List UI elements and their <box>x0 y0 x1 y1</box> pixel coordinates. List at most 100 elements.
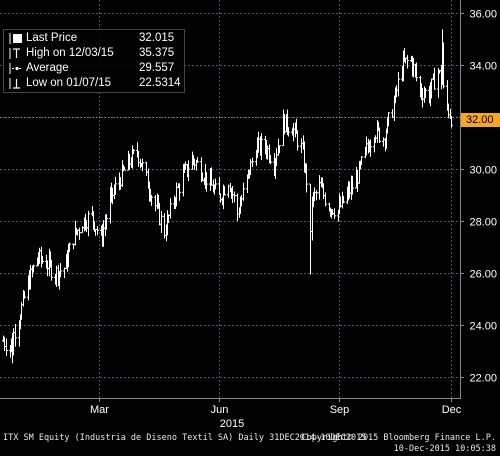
price-bar <box>196 157 199 163</box>
price-bar <box>123 166 126 171</box>
price-bar <box>369 139 372 157</box>
price-bar <box>87 210 90 237</box>
price-bar <box>242 182 245 201</box>
price-bar <box>154 195 157 212</box>
x-tick-label: Sep <box>330 404 350 416</box>
price-bar <box>94 229 97 236</box>
legend-value: 35.375 <box>139 47 175 59</box>
price-bar <box>236 193 239 222</box>
price-bar <box>269 155 272 165</box>
price-bar <box>78 227 81 240</box>
price-bar <box>81 226 84 234</box>
axes <box>0 0 461 399</box>
price-bar <box>163 213 166 239</box>
footer-security-description: ITX SM Equity (Industria de Diseno Texti… <box>3 433 367 443</box>
price-bars <box>2 29 453 364</box>
footer-timestamp: 10-Dec-2015 10:05:38 <box>393 444 496 454</box>
y-tick-labels: 22.00 24.00 26.00 28.00 30.00 34.00 36.00 <box>460 9 497 385</box>
price-bar <box>41 255 44 264</box>
price-bar <box>360 156 363 166</box>
price-bar <box>397 71 400 97</box>
price-bar <box>442 42 445 89</box>
legend-item-high: High on 12/03/15 35.375 <box>4 46 186 61</box>
price-bar <box>223 186 226 196</box>
x-tick-label: Jun <box>211 404 229 416</box>
price-bar <box>121 160 124 187</box>
legend-label: High on 12/03/15 <box>26 47 114 59</box>
price-bar <box>382 137 385 147</box>
price-bar <box>141 158 144 172</box>
price-bar <box>278 145 281 154</box>
price-bar <box>59 263 62 278</box>
price-bar <box>14 324 17 347</box>
price-bar <box>333 208 336 219</box>
y-tick-label: 22.00 <box>469 373 497 385</box>
price-bar <box>315 189 318 201</box>
price-bar <box>300 138 303 154</box>
price-bar <box>132 148 135 155</box>
square-icon <box>9 33 22 44</box>
legend-value: 22.5314 <box>139 77 181 89</box>
price-bar <box>387 112 390 127</box>
price-bar <box>309 183 312 275</box>
last-price-flag: 32.00 <box>461 113 500 127</box>
price-bar <box>351 175 354 195</box>
price-bar <box>251 157 254 168</box>
price-bar <box>50 259 53 281</box>
y-tick-label: 26.00 <box>469 269 497 281</box>
y-tick-label: 30.00 <box>469 165 497 177</box>
legend-item-last-price: Last Price 32.015 <box>4 31 186 46</box>
price-bar <box>218 177 221 195</box>
legend-item-average: Average 29.557 <box>4 61 186 76</box>
price-bar <box>324 192 327 207</box>
footer-copyright: Copyright© 2015 Bloomberg Finance L.P. <box>301 433 496 443</box>
x-tick-label: Mar <box>90 404 109 416</box>
price-bar <box>233 191 236 203</box>
legend-label: Low on 01/07/15 <box>26 77 112 89</box>
price-bar <box>433 67 436 90</box>
price-bar <box>178 183 181 201</box>
price-bar <box>305 163 308 193</box>
price-bar <box>114 176 117 195</box>
price-bar <box>160 210 163 233</box>
price-bar <box>205 172 208 192</box>
price-bar <box>260 133 263 160</box>
price-bar <box>342 195 345 204</box>
y-tick-label: 28.00 <box>469 217 497 229</box>
x-tick-label: Dec <box>442 404 462 416</box>
price-bar <box>318 175 321 200</box>
legend-label: Average <box>26 62 69 74</box>
price-bar <box>424 87 427 98</box>
price-bar <box>415 62 418 82</box>
price-bar <box>105 214 108 230</box>
price-bar <box>145 161 148 176</box>
legend-label: Last Price <box>26 32 78 44</box>
price-bar <box>23 291 26 299</box>
price-bar <box>96 226 99 236</box>
price-bar <box>378 127 381 144</box>
price-bar <box>150 195 153 206</box>
price-bar <box>287 127 290 137</box>
price-bar <box>447 103 450 119</box>
price-bar <box>187 160 190 182</box>
price-bar <box>227 184 230 198</box>
price-bar <box>68 242 71 253</box>
low-marker-icon <box>9 78 20 89</box>
price-bar <box>5 338 8 356</box>
high-marker-icon <box>9 48 20 59</box>
y-tick-label: 24.00 <box>469 321 497 333</box>
legend-value: 29.557 <box>139 62 175 74</box>
y-tick-label: 36.00 <box>469 9 497 21</box>
legend-value: 32.015 <box>139 32 175 44</box>
x-tick-labels: Mar Jun Sep Dec <box>90 398 462 416</box>
legend-item-low: Low on 01/07/15 22.5314 <box>4 76 186 91</box>
x-axis-label: 2015 <box>220 418 244 430</box>
price-bar <box>406 55 409 69</box>
y-tick-label: 34.00 <box>469 61 497 73</box>
price-bar <box>296 130 299 151</box>
legend: Last Price 32.015 High on 12/03/15 35.37… <box>3 29 185 93</box>
price-bar <box>32 264 35 273</box>
average-line-icon <box>9 63 22 74</box>
price-bar <box>450 115 453 128</box>
price-bar <box>169 198 172 219</box>
